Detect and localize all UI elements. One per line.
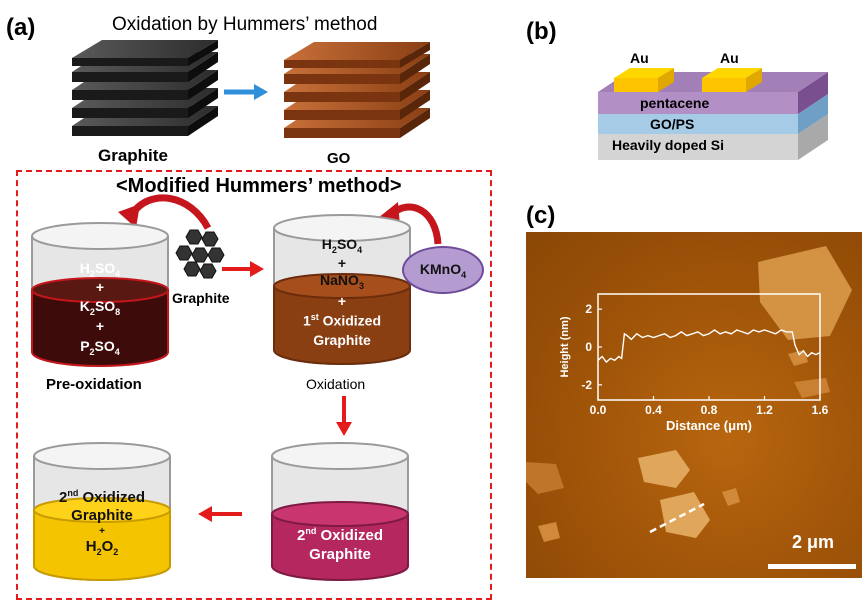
go-label: GO xyxy=(327,150,351,167)
panel-a-label: (a) xyxy=(6,14,36,41)
curved-arrow-icon xyxy=(118,194,212,230)
beaker1-line3: P2SO4 xyxy=(80,338,120,357)
device-structure-diagram xyxy=(598,68,828,160)
beaker-second-oxidized xyxy=(271,442,409,581)
x-tick-label: 1.2 xyxy=(756,403,773,417)
gops-label: GO/PS xyxy=(650,116,695,132)
panel-b-label: (b) xyxy=(526,18,557,45)
au-label-2: Au xyxy=(720,50,739,66)
beaker2-line4: Graphite xyxy=(313,332,371,348)
beaker-peroxide xyxy=(33,442,171,581)
scale-bar-label: 2 μm xyxy=(792,532,835,552)
process-arrow-icon xyxy=(222,261,264,277)
graphite-flakes-label: Graphite xyxy=(172,290,230,306)
kmno4-badge: KMnO4 xyxy=(402,246,484,294)
h2so4-label: H2SO4 xyxy=(79,260,121,279)
y-axis-label: Height (nm) xyxy=(559,316,571,377)
graphite-flakes-icon xyxy=(175,229,225,279)
substrate-label: Heavily doped Si xyxy=(612,137,725,153)
beaker4-plus: + xyxy=(99,526,105,537)
beaker2-plus2: + xyxy=(337,293,347,309)
process-arrow-icon xyxy=(198,506,242,522)
graphite-label: Graphite xyxy=(98,146,168,165)
preoxidation-label: Pre-oxidation xyxy=(46,376,142,393)
beaker2-line1: H2SO4 xyxy=(321,236,363,255)
beaker4-line2: Graphite xyxy=(71,507,133,524)
modified-method-title: <Modified Hummers’ method> xyxy=(116,175,402,197)
pentacene-label: pentacene xyxy=(640,95,710,111)
x-tick-label: 1.6 xyxy=(812,403,829,417)
beaker2-line3: 1st Oxidized xyxy=(302,312,382,329)
au-label-1: Au xyxy=(630,50,649,66)
process-arrow-icon xyxy=(336,396,352,436)
plot-frame xyxy=(597,293,821,401)
beaker1-line2: K2SO8 xyxy=(79,298,121,317)
x-tick-label: 0.0 xyxy=(590,403,607,417)
top-title: Oxidation by Hummers’ method xyxy=(112,14,378,35)
afm-flakes-icon xyxy=(526,246,852,542)
x-tick-label: 0.4 xyxy=(645,403,662,417)
panel-c-label: (c) xyxy=(526,202,556,229)
beaker2-line2: NaNO3 xyxy=(320,272,364,291)
beaker1-plus1: + xyxy=(95,279,105,295)
afm-image xyxy=(526,232,862,578)
beaker4-line1: 2nd Oxidized xyxy=(58,488,146,506)
go-stack-icon xyxy=(284,42,430,138)
beaker4-h2o2: H2O2 xyxy=(85,538,119,557)
height-profile-chart: 0.0 0.4 0.8 1.2 1.6 2 0 -2 Distance (μm) Height (… xyxy=(559,293,829,433)
scale-bar xyxy=(768,564,856,569)
y-tick-label: -2 xyxy=(581,378,592,392)
graphite-stack-icon xyxy=(72,40,218,136)
beaker-oxidation xyxy=(273,214,411,365)
y-tick-label: 0 xyxy=(585,340,592,354)
x-axis-label: Distance (μm) xyxy=(666,418,752,433)
beaker-preoxidation xyxy=(31,222,169,367)
height-profile-line xyxy=(597,329,821,364)
beaker3-line2: Graphite xyxy=(309,546,371,563)
beaker2-plus1: + xyxy=(337,255,347,271)
y-tick-label: 2 xyxy=(585,302,592,316)
x-tick-label: 0.8 xyxy=(701,403,718,417)
beaker1-plus2: + xyxy=(95,318,105,334)
process-arrow-icon xyxy=(224,84,268,100)
beaker3-line1: 2nd Oxidized xyxy=(296,526,384,544)
beaker1-line1: H2SO4 xyxy=(28,260,172,280)
oxidation-label: Oxidation xyxy=(306,376,366,392)
